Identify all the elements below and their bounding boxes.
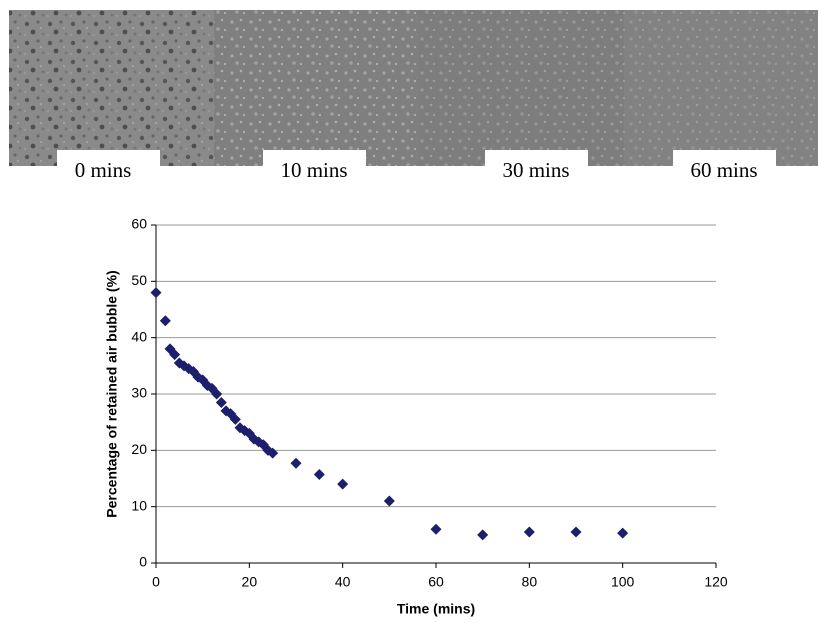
point (229, 413, 241, 425)
x-axis-label: Time (mins) (397, 601, 475, 617)
point (267, 447, 279, 459)
x-tick-label: 80 (522, 574, 538, 590)
point (477, 529, 489, 541)
x-tick-label: 100 (611, 574, 635, 590)
point (159, 315, 171, 327)
y-axis-label: Percentage of retained air bubble (%) (104, 270, 120, 517)
y-tick-label: 30 (131, 385, 147, 401)
y-tick-label: 40 (131, 328, 147, 344)
x-tick-label: 0 (152, 574, 160, 590)
point (150, 287, 162, 299)
point (383, 495, 395, 507)
point (430, 523, 442, 535)
x-tick-label: 40 (335, 574, 351, 590)
y-tick-label: 50 (131, 272, 147, 288)
photo-strip: 0 mins 10 mins 30 mins 60 mins (9, 10, 818, 190)
x-tick-label: 120 (704, 574, 728, 590)
x-tick-label: 20 (242, 574, 258, 590)
point (337, 478, 349, 490)
y-tick-label: 60 (131, 216, 147, 232)
point (523, 526, 535, 538)
point (570, 526, 582, 538)
photo-label: 30 mins (502, 158, 569, 182)
photo-label: 10 mins (280, 158, 347, 182)
y-tick-label: 20 (131, 441, 147, 457)
y-tick-label: 10 (131, 497, 147, 513)
y-tick-label: 0 (139, 554, 147, 570)
point (169, 349, 181, 361)
photo-label: 60 mins (690, 158, 757, 182)
point (211, 388, 223, 400)
point (290, 457, 302, 469)
point (313, 469, 325, 481)
x-tick-label: 60 (428, 574, 444, 590)
photo-label: 0 mins (75, 158, 132, 182)
point (215, 396, 227, 408)
point (617, 527, 629, 539)
